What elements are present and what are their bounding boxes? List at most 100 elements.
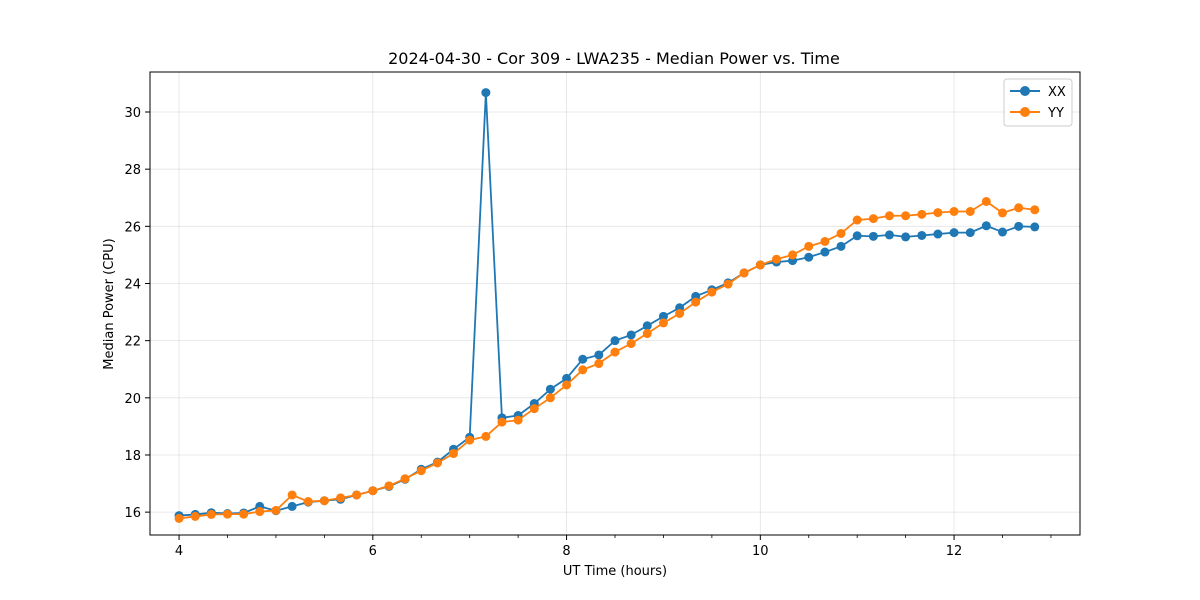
data-point-xx [804, 252, 814, 262]
grid-lines [150, 72, 1080, 535]
data-point-xx [965, 228, 975, 238]
data-point-xx [658, 311, 668, 321]
legend-marker-xx [1020, 86, 1030, 96]
data-point-yy [788, 250, 798, 260]
data-point-xx [287, 501, 297, 511]
data-point-yy [836, 228, 846, 238]
data-point-yy [352, 490, 362, 500]
data-point-xx [545, 384, 555, 394]
data-point-yy [707, 287, 717, 297]
data-point-xx [981, 221, 991, 231]
data-point-yy [642, 329, 652, 339]
data-point-xx [626, 330, 636, 340]
y-tick-label: 30 [124, 106, 141, 121]
data-point-yy [675, 309, 685, 318]
data-point-xx [917, 230, 927, 240]
data-point-yy [691, 297, 701, 307]
y-tick-label: 22 [124, 335, 141, 350]
data-point-xx [610, 336, 620, 346]
data-point-xx [642, 321, 652, 331]
data-point-yy [497, 417, 507, 427]
data-point-yy [513, 415, 523, 425]
data-point-yy [949, 206, 959, 216]
data-point-yy [174, 513, 184, 523]
data-point-yy [239, 509, 249, 519]
y-tick-label: 20 [124, 392, 141, 407]
data-point-yy [739, 268, 749, 278]
data-point-yy [416, 466, 426, 476]
data-point-yy [287, 490, 297, 500]
data-point-xx [836, 241, 846, 251]
data-point-xx [998, 227, 1007, 237]
data-point-yy [400, 474, 410, 484]
data-point-yy [271, 505, 281, 515]
data-point-yy [917, 209, 927, 219]
data-point-yy [481, 431, 491, 441]
data-point-yy [1030, 205, 1040, 215]
data-point-yy [449, 449, 459, 459]
data-point-yy [626, 339, 636, 349]
x-tick-label: 8 [562, 544, 570, 559]
data-point-yy [465, 435, 475, 445]
data-point-yy [755, 260, 765, 270]
data-point-yy [820, 236, 830, 246]
data-point-xx [1014, 221, 1024, 231]
data-point-yy [852, 215, 862, 225]
data-point-yy [303, 497, 313, 507]
data-point-xx [852, 231, 862, 241]
x-tick-label: 4 [175, 544, 183, 559]
data-point-xx [578, 354, 588, 364]
data-point-yy [545, 393, 555, 403]
data-point-yy [578, 365, 588, 375]
data-point-yy [384, 481, 394, 491]
data-point-xx [884, 230, 894, 240]
data-point-xx [868, 231, 878, 241]
data-point-yy [368, 486, 378, 496]
legend-label-yy: YY [1047, 106, 1064, 121]
legend-label-xx: XX [1048, 85, 1066, 100]
data-point-yy [610, 347, 620, 357]
data-point-xx [820, 247, 830, 257]
y-tick-label: 28 [124, 163, 141, 178]
data-point-yy [981, 196, 991, 206]
series-yy [174, 196, 1040, 523]
chart-title: 2024-04-30 - Cor 309 - LWA235 - Median P… [388, 49, 840, 68]
y-tick-label: 18 [124, 449, 141, 464]
data-point-yy [1014, 203, 1024, 213]
data-point-yy [190, 511, 200, 521]
data-point-xx [933, 229, 943, 239]
legend-marker-yy [1020, 107, 1030, 117]
y-tick-label: 26 [124, 220, 141, 235]
x-axis-label: UT Time (hours) [563, 564, 667, 579]
y-axis-label: Median Power (CPU) [102, 238, 117, 369]
y-tick-label: 24 [124, 277, 141, 292]
data-point-yy [319, 496, 329, 506]
data-point-xx [562, 373, 572, 383]
data-point-yy [255, 507, 265, 517]
x-tick-label: 6 [369, 544, 377, 559]
axis-ticks: 4 6 8 10 12 16 18 20 22 24 26 28 30 [124, 106, 1052, 559]
data-point-xx [481, 88, 491, 98]
data-point-xx [594, 350, 604, 360]
data-point-yy [804, 241, 814, 251]
x-tick-label: 12 [946, 544, 963, 559]
data-point-yy [771, 254, 781, 264]
legend: XX YY [1003, 78, 1073, 127]
data-point-xx [901, 232, 911, 242]
data-point-yy [432, 458, 442, 468]
data-point-yy [529, 404, 539, 414]
data-point-yy [223, 509, 232, 519]
data-point-yy [933, 208, 943, 218]
data-point-yy [336, 493, 346, 503]
data-point-xx [949, 228, 959, 238]
data-point-yy [884, 211, 894, 221]
data-point-yy [206, 509, 216, 519]
x-tick-label: 10 [752, 544, 769, 559]
data-point-yy [998, 208, 1007, 218]
data-point-yy [723, 279, 733, 289]
data-series [174, 88, 1040, 523]
data-point-yy [965, 206, 975, 216]
data-point-yy [868, 214, 878, 224]
